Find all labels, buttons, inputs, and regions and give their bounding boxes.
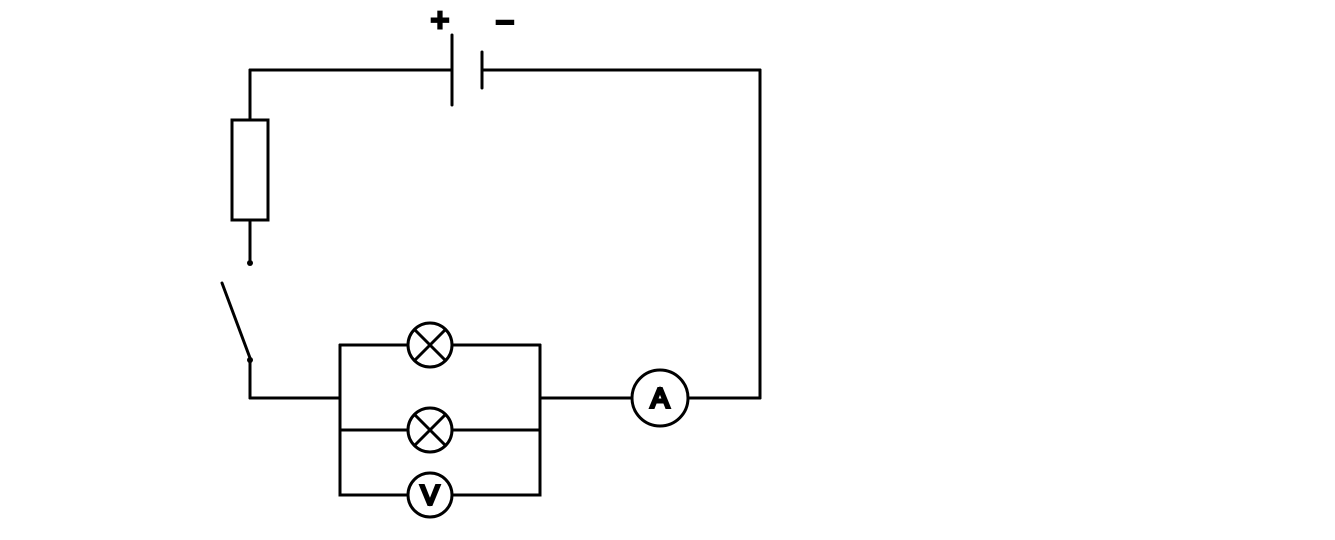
voltmeter-label: V	[421, 480, 440, 511]
ammeter-label: A	[651, 383, 670, 414]
wire-voltmeter-right-drop	[452, 430, 540, 495]
switch-symbol	[222, 260, 253, 363]
lamp1-symbol	[408, 323, 452, 367]
resistor-symbol	[232, 120, 268, 220]
battery-plus-label: +	[431, 2, 450, 38]
battery-symbol	[452, 35, 482, 105]
lamp2-symbol	[408, 408, 452, 452]
circuit-diagram: + −	[0, 0, 1335, 540]
battery-minus-label: −	[496, 4, 515, 40]
wire-voltmeter-left-drop	[340, 430, 408, 495]
